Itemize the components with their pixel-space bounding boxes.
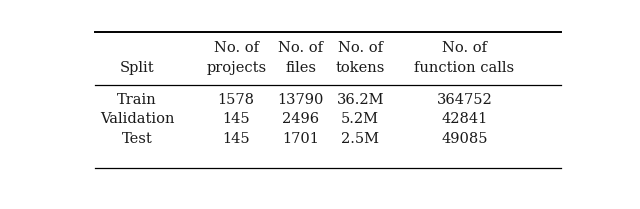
- Text: 5.2M: 5.2M: [341, 112, 380, 126]
- Text: tokens: tokens: [335, 61, 385, 75]
- Text: 36.2M: 36.2M: [337, 93, 384, 107]
- Text: 13790: 13790: [278, 93, 324, 107]
- Text: 1578: 1578: [218, 93, 255, 107]
- Text: No. of: No. of: [442, 41, 487, 55]
- Text: 2496: 2496: [282, 112, 319, 126]
- Text: Train: Train: [117, 93, 157, 107]
- Text: No. of: No. of: [338, 41, 383, 55]
- Text: No. of: No. of: [214, 41, 259, 55]
- Text: function calls: function calls: [414, 61, 515, 75]
- Text: 1701: 1701: [282, 132, 319, 146]
- Text: projects: projects: [206, 61, 266, 75]
- Text: Test: Test: [122, 132, 152, 146]
- Text: 2.5M: 2.5M: [341, 132, 380, 146]
- Text: 49085: 49085: [441, 132, 488, 146]
- Text: 364752: 364752: [436, 93, 492, 107]
- Text: 145: 145: [223, 112, 250, 126]
- Text: files: files: [285, 61, 316, 75]
- Text: Split: Split: [120, 61, 154, 75]
- Text: No. of: No. of: [278, 41, 323, 55]
- Text: 145: 145: [223, 132, 250, 146]
- Text: Validation: Validation: [100, 112, 174, 126]
- Text: 42841: 42841: [441, 112, 488, 126]
